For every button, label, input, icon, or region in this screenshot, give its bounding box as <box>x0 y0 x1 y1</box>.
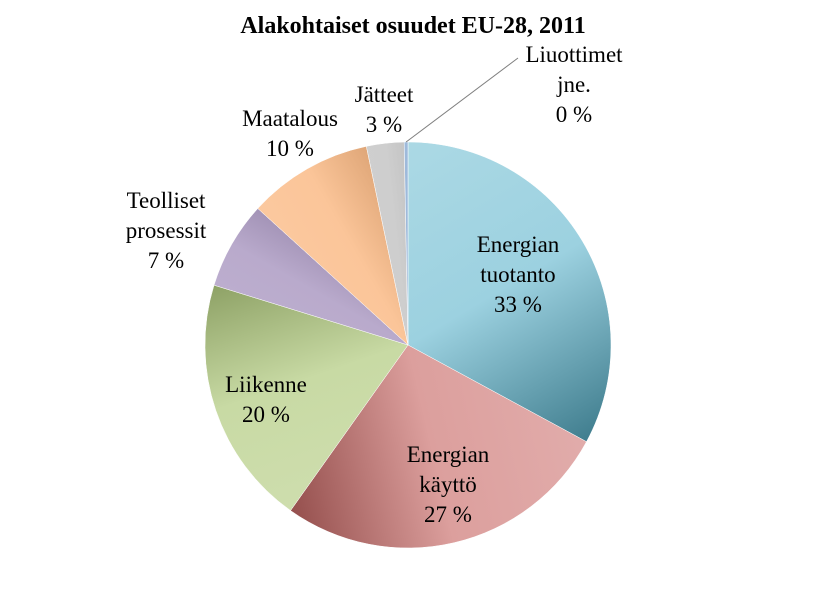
leader-lines <box>405 57 519 143</box>
pie-slice <box>290 344 587 549</box>
leader-line <box>405 57 519 143</box>
pie-slice <box>403 141 409 346</box>
pie-slice <box>204 284 409 511</box>
slice-label: Jätteet 3 % <box>355 82 414 137</box>
pie-slice <box>407 141 612 443</box>
chart-title: Alakohtaiset osuudet EU-28, 2011 <box>240 13 585 39</box>
pie-slices <box>204 141 612 549</box>
slice-label: Energian tuotanto 33 % <box>477 232 560 317</box>
slice-label: Teolliset prosessit 7 % <box>126 188 207 273</box>
slice-label: Liuottimet jne. 0 % <box>525 42 623 127</box>
slice-label: Maatalous 10 % <box>242 106 338 161</box>
slice-label: Energian käyttö 27 % <box>407 442 490 527</box>
slice-labels: Energian tuotanto 33 % Energian käyttö 27 % Li… <box>126 42 623 527</box>
slice-label: Liikenne 20 % <box>225 372 307 427</box>
pie-slice <box>257 146 409 346</box>
